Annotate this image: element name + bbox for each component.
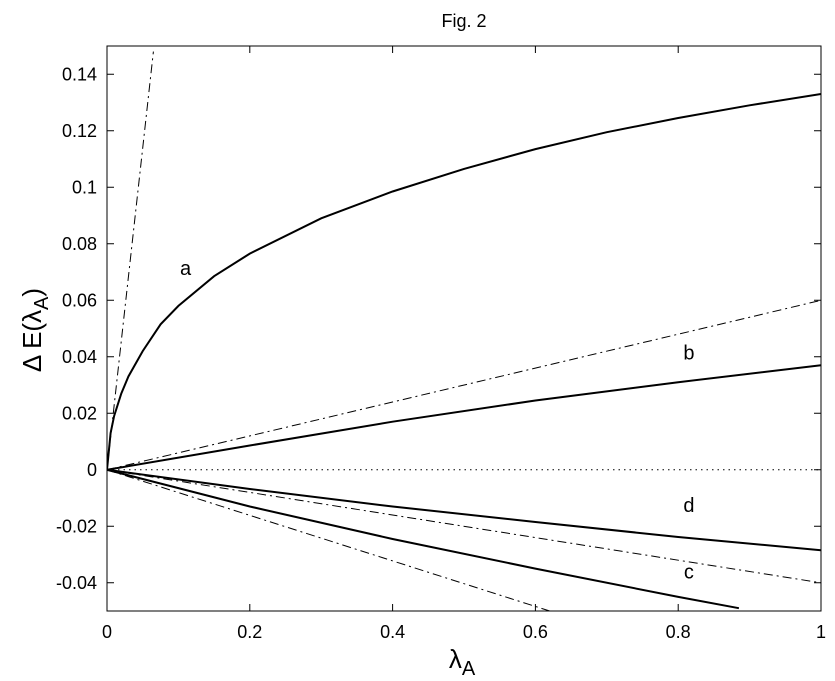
curve-label-b: b [683,343,694,365]
curve-c [107,468,740,610]
y-tick-label: 0.1 [72,177,97,197]
curve-d [107,468,821,552]
y-tick-label: 0 [87,460,97,480]
curve-label-d: d [683,495,694,517]
reference-line-6 [107,469,821,584]
reference-line-4 [107,51,154,470]
y-tick-label: 0.14 [62,64,97,84]
x-axis-ticks: 0 0.2 0.4 0.6 0.8 1 [102,46,826,642]
curve-label-a: a [180,258,192,280]
y-tick-label: 0.04 [62,347,97,367]
x-axis-label: λA [449,644,476,680]
x-tick-label: 0.2 [237,622,262,642]
x-tick-label: 0.6 [523,622,548,642]
y-axis-ticks: -0.04 -0.02 0 0.02 0.04 0.06 0.08 0.1 0.12 0.14 [56,64,821,593]
curve-label-c: c [684,562,694,584]
plot-frame [106,45,822,612]
y-tick-label: -0.02 [56,516,97,536]
annotation-layer: a b d c [180,258,694,584]
curve-a [107,93,821,470]
y-axis-label: Δ E(λA) [17,288,53,372]
series-layer [107,51,821,611]
x-tick-label: 0.4 [380,622,405,642]
y-tick-label: -0.04 [56,573,97,593]
curve-b [107,364,821,471]
y-tick-label: 0.02 [62,403,97,423]
chart-title: Fig. 2 [441,11,486,31]
y-tick-label: 0.12 [62,121,97,141]
x-tick-label: 0 [102,622,112,642]
x-tick-label: 0.8 [666,622,691,642]
x-tick-label: 1 [816,622,826,642]
y-tick-label: 0.08 [62,234,97,254]
reference-line-7 [107,469,550,611]
reference-line-5 [107,299,821,471]
y-tick-label: 0.06 [62,290,97,310]
